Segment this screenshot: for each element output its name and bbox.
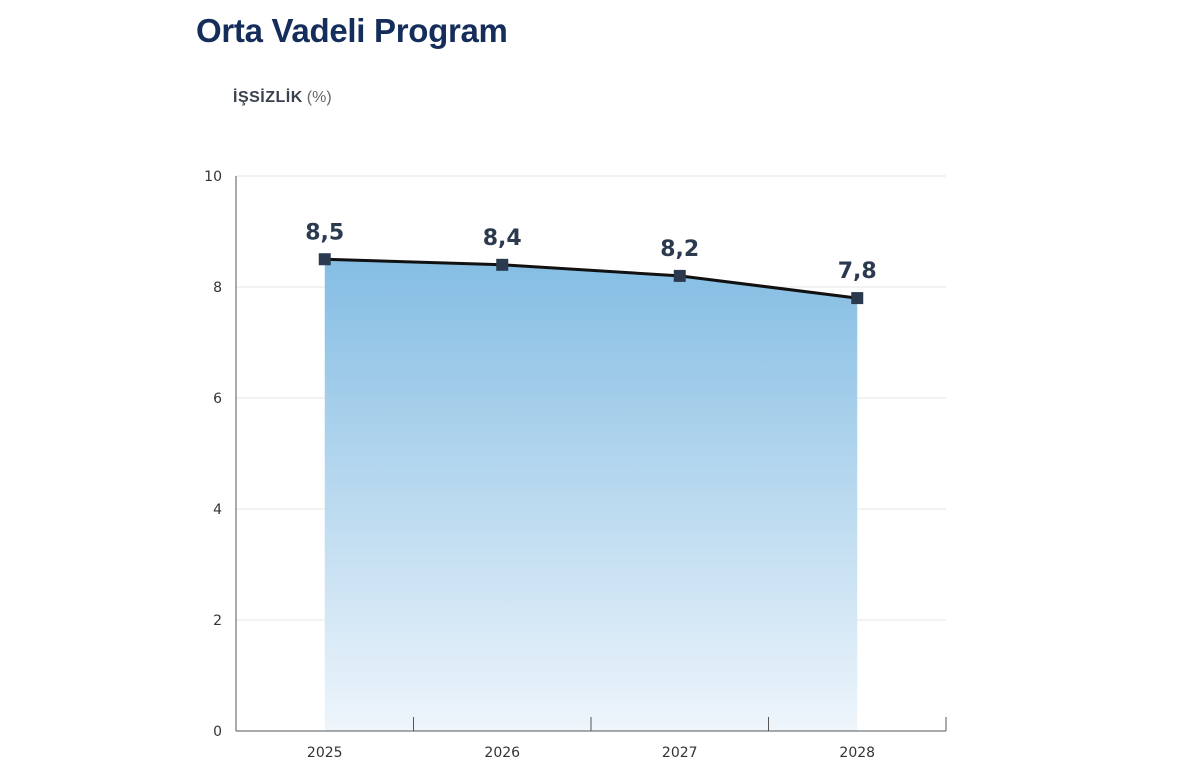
data-label: 8,5 [305, 220, 344, 245]
data-point-marker [851, 292, 864, 305]
y-tick-label: 6 [213, 391, 222, 407]
series-line [324, 257, 858, 300]
data-label: 7,8 [838, 259, 877, 284]
y-tick-label: 2 [213, 613, 222, 629]
data-point-marker [673, 269, 686, 282]
chart-unit: (%) [306, 89, 332, 106]
y-tick-label: 10 [204, 169, 222, 185]
x-tick-label: 2027 [662, 745, 698, 761]
x-tick-label: 2026 [484, 745, 520, 761]
y-tick-label: 0 [213, 724, 222, 740]
area-fill [324, 259, 858, 731]
data-point-marker [496, 258, 509, 271]
y-tick-label: 8 [213, 280, 222, 296]
y-tick-label: 4 [213, 502, 222, 518]
data-label: 8,2 [660, 237, 699, 262]
x-tick-label: 2028 [839, 745, 875, 761]
chart-title-text: İŞSİZLİK [233, 89, 303, 106]
data-label: 8,4 [483, 226, 522, 251]
x-tick-label: 2025 [307, 745, 343, 761]
page-title: Orta Vadeli Program [196, 12, 508, 49]
data-point-marker [318, 253, 331, 266]
chart-title: İŞSİZLİK (%) [233, 89, 332, 107]
